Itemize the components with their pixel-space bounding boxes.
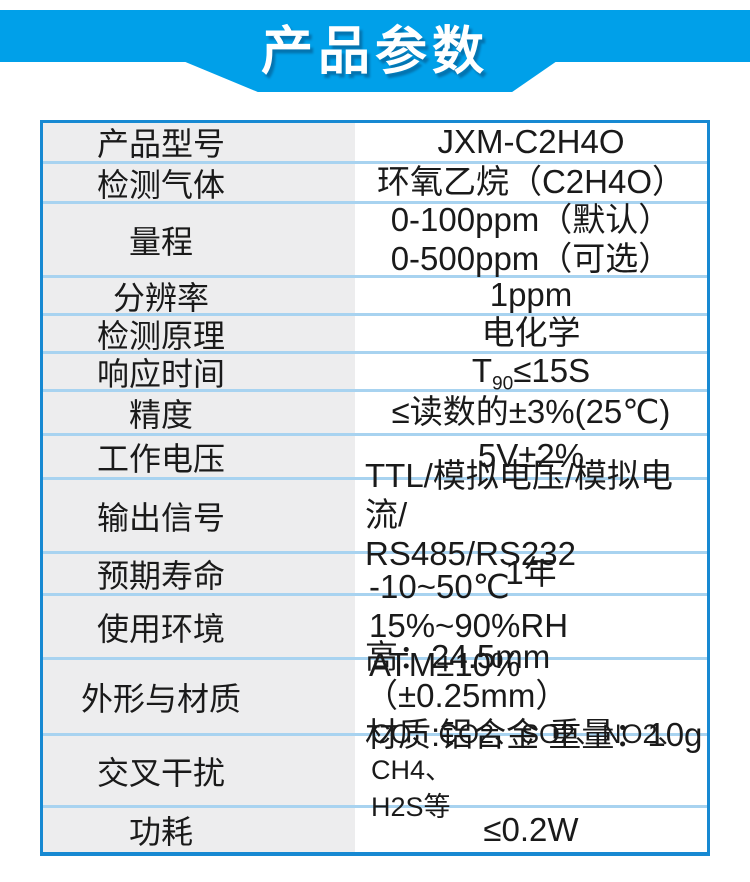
row-value: 高：24.5mm（±0.25mm） 材质:铝合金 重量：10g [365,638,703,753]
table-row-accuracy: 精度 ≤读数的±3%(25℃) [43,392,707,436]
row-label: 响应时间 [43,354,355,392]
table-row-model: 产品型号 JXM-C2H4O [43,123,707,164]
table-row-power-consumption: 功耗 ≤0.2W [43,808,707,852]
row-label: 分辨率 [43,278,355,316]
row-label: 输出信号 [43,480,355,551]
row-label: 量程 [43,204,355,275]
row-value: ≤读数的±3%(25℃) [391,393,671,431]
row-value: 电化学 [481,314,581,352]
row-label: 使用环境 [43,596,355,657]
row-value: 1ppm [489,276,573,314]
row-label: 交叉干扰 [43,736,355,805]
banner-band [0,10,750,62]
row-label: 预期寿命 [43,554,355,594]
row-value: 1年 [505,554,557,592]
row-label: 检测气体 [43,164,355,203]
table-row-principle: 检测原理 电化学 [43,314,707,354]
row-value: -10~50℃ 15%~90%RH ATM±10% [369,568,569,683]
row-value: ≤0.2W [483,810,579,848]
row-label: 功耗 [43,808,355,852]
table-row-dimensions-material: 外形与材质 高：24.5mm（±0.25mm） 材质:铝合金 重量：10g [43,638,707,753]
row-label: 精度 [43,392,355,433]
table-row-range: 量程 0-100ppm（默认） 0-500ppm（可选） [43,200,707,278]
row-value: CO、CO2、SO2、NO2、CH4、 H2S等 [371,718,685,822]
t90-prefix: T [471,352,493,390]
table-row-voltage: 工作电压 5V±2% [43,436,707,480]
row-label: 外形与材质 [43,660,355,733]
row-value: TTL/模拟电压/模拟电流/ RS485/RS232 [365,457,674,572]
page-title: 产品参数 [260,23,489,81]
t90-subscript: 90 [492,373,514,395]
row-value: JXM-C2H4O [437,122,625,160]
spec-table: 产品型号 JXM-C2H4O 检测气体 环氧乙烷（C2H4O） 量程 0-100… [40,120,710,856]
table-row-response-time: 响应时间 T90≤15S [43,352,707,394]
table-row-gas: 检测气体 环氧乙烷（C2H4O） [43,163,707,204]
header-banner: 产品参数 [0,0,750,120]
row-value: 环氧乙烷（C2H4O） [376,163,686,201]
table-row-resolution: 分辨率 1ppm [43,276,707,316]
table-row-lifespan: 预期寿命 1年 [43,554,707,596]
row-value: 0-100ppm（默认） 0-500ppm（可选） [390,200,672,277]
table-row-cross-interference: 交叉干扰 CO、CO2、SO2、NO2、CH4、 H2S等 [43,718,707,822]
row-label: 检测原理 [43,316,355,354]
row-label: 产品型号 [43,123,355,162]
t90-rest: ≤15S [513,352,591,390]
row-value: 5V±2% [477,437,585,475]
table-row-output-signal: 输出信号 TTL/模拟电压/模拟电流/ RS485/RS232 [43,457,707,572]
row-label: 工作电压 [43,436,355,477]
row-value: T90≤15S [355,352,707,394]
table-row-environment: 使用环境 -10~50℃ 15%~90%RH ATM±10% [43,568,707,683]
